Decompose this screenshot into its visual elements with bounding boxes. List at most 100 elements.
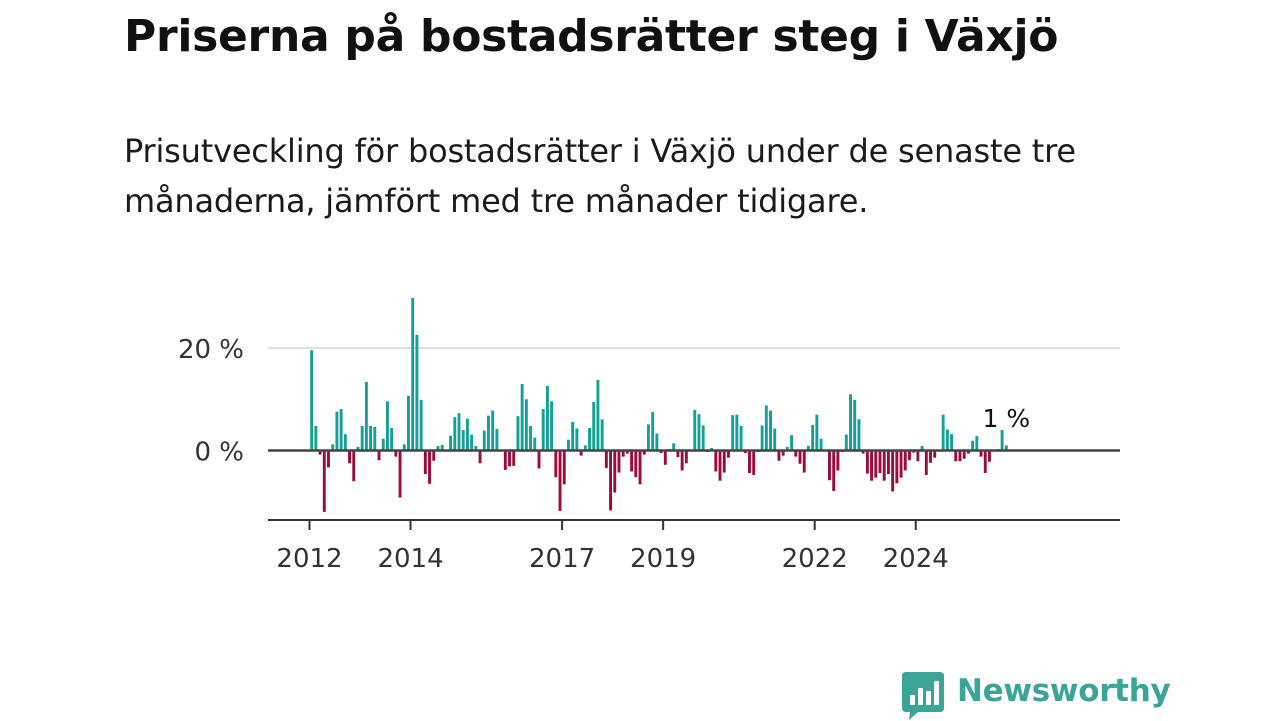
bar	[411, 297, 415, 451]
bar	[318, 450, 322, 455]
bar	[474, 445, 478, 451]
bar	[680, 450, 684, 471]
bar	[777, 450, 781, 461]
bar	[781, 450, 785, 456]
bar	[853, 399, 857, 451]
bar	[739, 425, 743, 451]
x-tick-label: 2017	[529, 544, 595, 574]
bar	[394, 450, 398, 457]
bar	[617, 450, 621, 473]
bar	[941, 414, 945, 451]
bar	[596, 379, 600, 451]
bar	[870, 450, 874, 481]
x-tick-label: 2019	[630, 544, 696, 574]
bar	[718, 450, 722, 481]
bar	[369, 425, 373, 451]
bar	[971, 440, 975, 451]
chart-title: Priserna på bostadsrätter steg i Växjö	[124, 11, 1059, 62]
bar	[482, 430, 486, 451]
bar	[600, 419, 604, 451]
bar	[385, 401, 389, 451]
bar	[348, 450, 351, 464]
bar	[545, 385, 549, 451]
bar	[609, 450, 613, 511]
bar	[962, 450, 966, 459]
bar	[339, 409, 343, 451]
bar	[697, 414, 701, 451]
bar	[449, 435, 453, 451]
bar	[364, 381, 368, 451]
bar	[402, 444, 406, 451]
bar	[722, 450, 726, 473]
bar	[436, 445, 440, 451]
bar	[903, 450, 907, 471]
axis-layer	[268, 449, 1120, 530]
bar	[920, 445, 924, 451]
bar	[815, 414, 819, 451]
bar	[735, 414, 739, 451]
bar	[828, 450, 831, 481]
bar	[710, 447, 714, 451]
bar	[558, 450, 562, 511]
bar	[592, 401, 596, 451]
bar	[676, 450, 680, 458]
bar	[701, 425, 705, 451]
bar	[567, 439, 570, 451]
bar	[461, 430, 465, 451]
bar	[663, 450, 667, 465]
bar	[360, 425, 364, 451]
bar	[407, 395, 410, 451]
bar	[819, 438, 823, 451]
bar	[975, 436, 979, 451]
bar	[988, 450, 991, 462]
bar	[979, 450, 983, 457]
bar	[908, 450, 911, 461]
bar	[335, 411, 339, 451]
x-tick-label: 2014	[377, 544, 443, 574]
newsworthy-logo: Newsworthy	[901, 671, 1171, 721]
last-value-label: 1 %	[982, 404, 1030, 433]
bar	[924, 450, 928, 476]
bar	[954, 450, 958, 462]
bar	[849, 394, 852, 451]
bar	[836, 450, 840, 471]
bar	[806, 445, 810, 451]
bar	[604, 450, 608, 468]
brand-name: Newsworthy	[957, 673, 1171, 709]
bar	[790, 435, 794, 451]
bar	[487, 415, 490, 451]
bars-layer	[310, 297, 1008, 512]
bar	[575, 428, 579, 451]
bar	[832, 450, 836, 491]
bar	[886, 450, 890, 475]
bar	[327, 450, 330, 468]
bar	[621, 450, 625, 457]
bar	[491, 410, 495, 451]
bar	[423, 450, 427, 475]
bar	[798, 450, 802, 464]
bar	[878, 450, 882, 474]
bar	[613, 450, 617, 493]
bar	[983, 450, 987, 474]
bar	[495, 429, 499, 451]
bar	[1004, 445, 1008, 451]
bar	[1000, 430, 1004, 451]
bar	[642, 450, 646, 455]
y-tick-label: 0 %	[194, 438, 244, 468]
bar	[508, 450, 511, 467]
bar	[533, 437, 537, 451]
bar	[562, 450, 566, 485]
bar	[958, 450, 962, 462]
bar	[331, 444, 335, 451]
bar	[381, 438, 385, 451]
bar	[916, 450, 920, 462]
bar-chart-speech-bubble-icon	[902, 672, 944, 720]
bar	[748, 450, 751, 474]
bar	[457, 413, 461, 451]
y-tick-label: 20 %	[178, 335, 244, 365]
bar	[844, 434, 848, 451]
bar	[760, 425, 764, 451]
bar	[785, 446, 789, 451]
bar	[651, 412, 655, 451]
bar	[933, 450, 937, 458]
